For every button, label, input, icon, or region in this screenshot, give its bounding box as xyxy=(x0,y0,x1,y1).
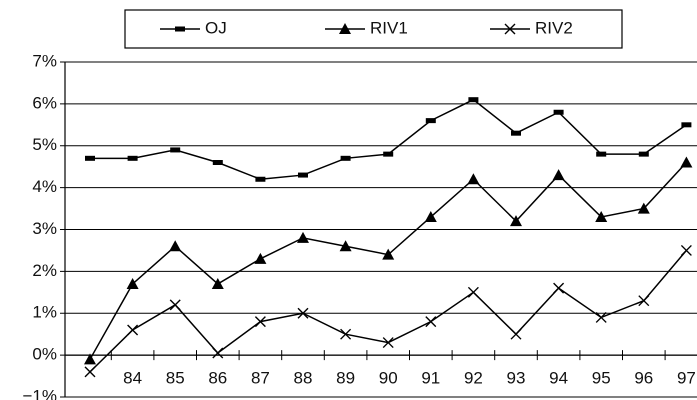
marker xyxy=(127,324,139,336)
x-tick-label: 97 xyxy=(677,369,696,388)
marker xyxy=(255,176,266,182)
marker xyxy=(170,147,181,153)
x-tick-label: 96 xyxy=(634,369,653,388)
marker xyxy=(468,97,479,103)
marker xyxy=(383,151,394,157)
marker xyxy=(637,202,650,214)
marker xyxy=(298,172,308,178)
marker xyxy=(84,366,96,378)
marker xyxy=(638,151,649,157)
marker xyxy=(553,282,565,294)
marker xyxy=(680,156,693,168)
marker xyxy=(425,118,436,124)
marker xyxy=(339,240,352,252)
y-tick-label: 0% xyxy=(32,345,57,364)
legend-box xyxy=(124,9,623,49)
x-tick-label: 88 xyxy=(294,369,313,388)
marker xyxy=(85,155,95,161)
marker xyxy=(169,240,182,252)
marker xyxy=(126,277,139,289)
marker xyxy=(84,353,96,365)
y-tick-label: 7% xyxy=(32,51,57,70)
marker xyxy=(169,299,181,311)
marker xyxy=(424,210,437,222)
marker xyxy=(595,311,607,323)
marker xyxy=(340,155,351,161)
x-tick-label: 84 xyxy=(123,369,142,388)
marker xyxy=(211,277,224,289)
marker xyxy=(382,248,395,260)
marker xyxy=(467,286,479,298)
marker xyxy=(340,328,352,340)
marker xyxy=(175,26,185,32)
marker xyxy=(510,328,522,340)
marker xyxy=(504,23,516,35)
marker xyxy=(467,173,480,185)
legend-label: RIV1 xyxy=(370,18,408,37)
series-line xyxy=(89,161,687,360)
marker xyxy=(595,210,608,222)
x-tick-label: 92 xyxy=(464,369,483,388)
marker xyxy=(553,109,564,115)
x-tick-label: 95 xyxy=(592,369,611,388)
marker xyxy=(212,347,224,359)
y-tick-label: 4% xyxy=(32,177,57,196)
marker xyxy=(127,155,138,161)
marker xyxy=(382,337,394,349)
marker xyxy=(297,307,309,319)
x-tick-label: 86 xyxy=(208,369,227,388)
x-tick-label: 87 xyxy=(251,369,270,388)
y-tick-label: 2% xyxy=(32,261,57,280)
series-line xyxy=(89,249,687,373)
x-tick-label: 94 xyxy=(549,369,568,388)
marker xyxy=(596,151,607,157)
marker xyxy=(510,215,522,227)
marker xyxy=(212,160,223,165)
x-tick-label: 89 xyxy=(336,369,355,388)
marker xyxy=(254,316,266,328)
x-tick-label: 85 xyxy=(166,369,185,388)
marker xyxy=(254,252,267,264)
legend-label: OJ xyxy=(205,18,227,37)
y-tick-label: 1% xyxy=(32,303,57,322)
series-line xyxy=(90,98,687,181)
legend-label: RIV2 xyxy=(535,18,573,37)
x-tick-label: 91 xyxy=(421,369,440,388)
x-tick-label: 93 xyxy=(507,369,526,388)
y-tick-label: 3% xyxy=(32,219,57,238)
marker xyxy=(425,316,437,328)
x-tick-label: 90 xyxy=(379,369,398,388)
marker xyxy=(681,122,692,128)
y-tick-label: −1% xyxy=(23,386,58,400)
marker xyxy=(638,295,650,307)
marker xyxy=(680,244,692,256)
marker xyxy=(297,231,309,243)
marker xyxy=(339,23,351,34)
marker xyxy=(552,169,565,181)
marker xyxy=(511,130,521,136)
y-tick-label: 5% xyxy=(32,135,57,154)
y-tick-label: 6% xyxy=(32,93,57,112)
